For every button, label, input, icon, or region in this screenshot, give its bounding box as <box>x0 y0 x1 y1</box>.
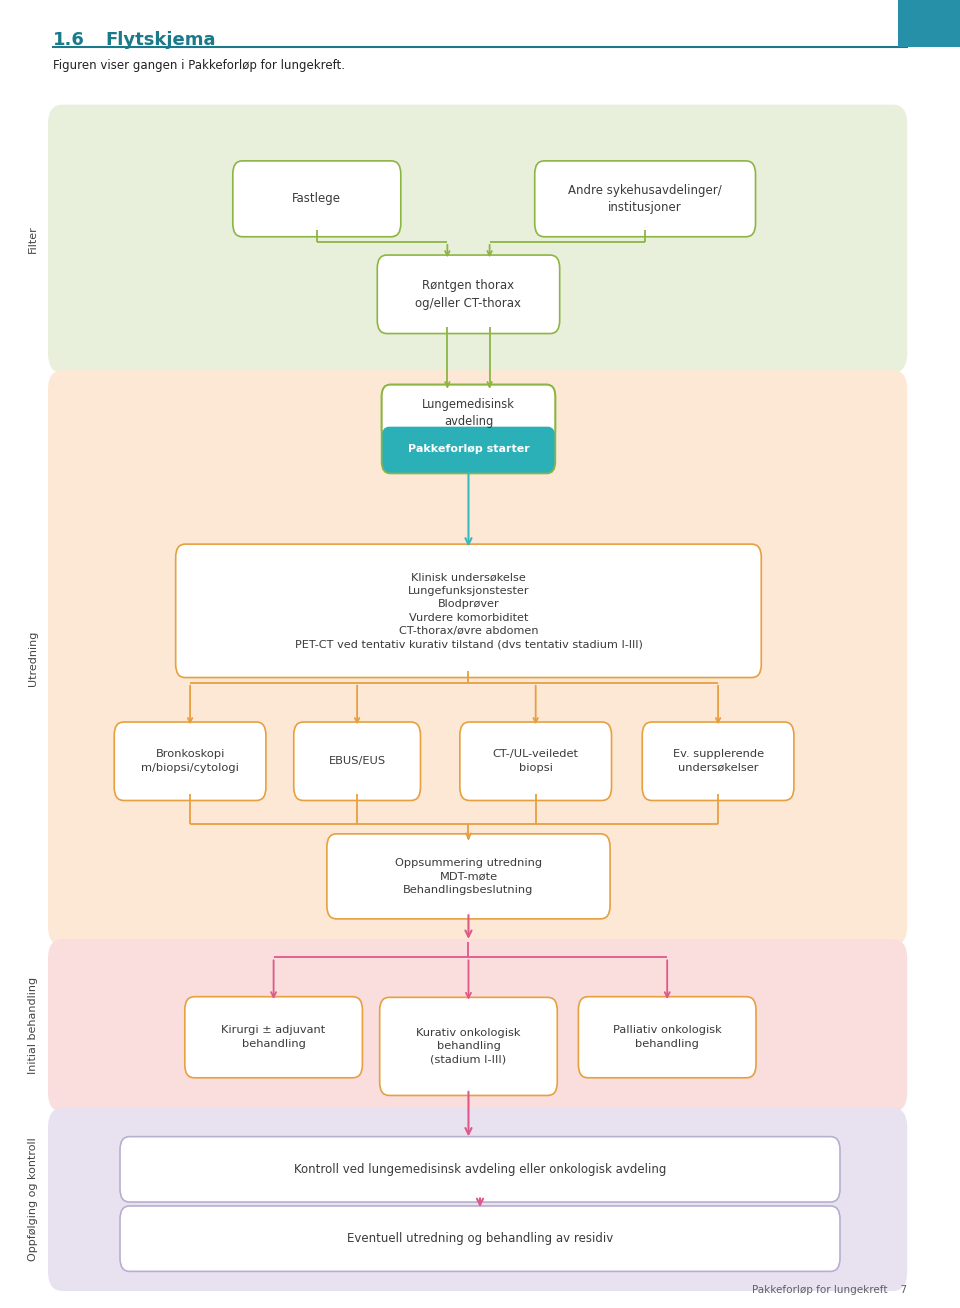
FancyBboxPatch shape <box>120 1137 840 1202</box>
Text: Oppsummering utredning
MDT-møte
Behandlingsbeslutning: Oppsummering utredning MDT-møte Behandli… <box>395 858 542 895</box>
Text: Kurativ onkologisk
behandling
(stadium I-III): Kurativ onkologisk behandling (stadium I… <box>417 1028 520 1065</box>
Bar <box>898 0 960 47</box>
Text: Kirurgi ± adjuvant
behandling: Kirurgi ± adjuvant behandling <box>222 1025 325 1049</box>
Text: Oppfølging og kontroll: Oppfølging og kontroll <box>28 1138 37 1261</box>
FancyBboxPatch shape <box>578 997 756 1078</box>
FancyBboxPatch shape <box>48 1108 907 1291</box>
Text: Pakkeforløp starter: Pakkeforløp starter <box>408 445 529 454</box>
Text: Lungemedisinsk
avdeling: Lungemedisinsk avdeling <box>422 398 515 428</box>
Text: Initial behandling: Initial behandling <box>28 977 37 1074</box>
FancyBboxPatch shape <box>379 997 557 1096</box>
Text: Fastlege: Fastlege <box>292 192 342 205</box>
FancyBboxPatch shape <box>114 722 266 800</box>
Text: Eventuell utredning og behandling av residiv: Eventuell utredning og behandling av res… <box>347 1232 613 1245</box>
FancyBboxPatch shape <box>326 835 611 918</box>
Text: Andre sykehusavdelinger/
institusjoner: Andre sykehusavdelinger/ institusjoner <box>568 183 722 215</box>
FancyBboxPatch shape <box>294 722 420 800</box>
FancyBboxPatch shape <box>176 544 761 678</box>
Text: Figuren viser gangen i Pakkeforløp for lungekreft.: Figuren viser gangen i Pakkeforløp for l… <box>53 59 345 72</box>
FancyBboxPatch shape <box>48 370 907 946</box>
FancyBboxPatch shape <box>642 722 794 800</box>
FancyBboxPatch shape <box>381 385 555 441</box>
Text: Filter: Filter <box>28 225 37 254</box>
FancyBboxPatch shape <box>120 1206 840 1271</box>
Text: Røntgen thorax
og/eller CT-thorax: Røntgen thorax og/eller CT-thorax <box>416 279 521 310</box>
Text: EBUS/EUS: EBUS/EUS <box>328 756 386 766</box>
FancyBboxPatch shape <box>48 939 907 1112</box>
FancyBboxPatch shape <box>377 255 560 334</box>
FancyBboxPatch shape <box>48 105 907 373</box>
Text: 1.6: 1.6 <box>53 31 84 50</box>
Text: Kontroll ved lungemedisinsk avdeling eller onkologisk avdeling: Kontroll ved lungemedisinsk avdeling ell… <box>294 1163 666 1176</box>
Text: Ev. supplerende
undersøkelser: Ev. supplerende undersøkelser <box>673 749 763 773</box>
Text: Klinisk undersøkelse
Lungefunksjonstester
Blodprøver
Vurdere komorbiditet
CT-tho: Klinisk undersøkelse Lungefunksjonsteste… <box>295 573 642 649</box>
Text: Utredning: Utredning <box>28 630 37 685</box>
Text: Palliativ onkologisk
behandling: Palliativ onkologisk behandling <box>612 1025 722 1049</box>
Text: CT-/UL-veiledet
biopsi: CT-/UL-veiledet biopsi <box>492 749 579 773</box>
FancyBboxPatch shape <box>184 997 362 1078</box>
FancyBboxPatch shape <box>381 426 555 473</box>
FancyBboxPatch shape <box>535 161 756 237</box>
FancyBboxPatch shape <box>460 722 612 800</box>
Text: Flytskjema: Flytskjema <box>106 31 216 50</box>
Text: Pakkeforløp for lungekreft    7: Pakkeforløp for lungekreft 7 <box>752 1284 907 1295</box>
Text: Bronkoskopi
m/biopsi/cytologi: Bronkoskopi m/biopsi/cytologi <box>141 749 239 773</box>
FancyBboxPatch shape <box>232 161 400 237</box>
